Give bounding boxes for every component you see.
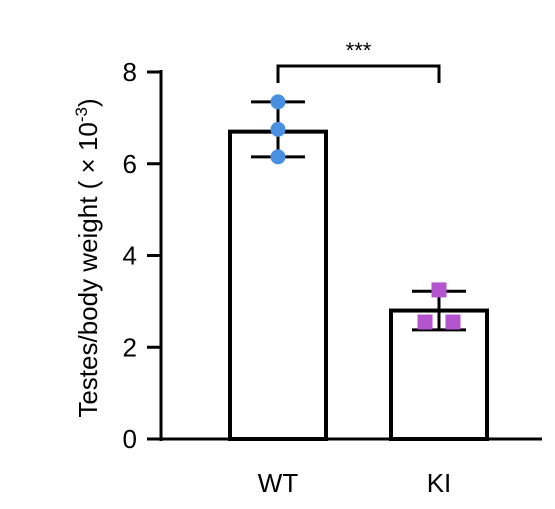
data-point	[431, 282, 447, 298]
x-tick-label: WT	[258, 468, 299, 498]
y-axis-title: Testes/body weight ( × 10-3)	[72, 98, 103, 417]
x-axis: WT KI	[159, 437, 542, 498]
y-tick-label: 2	[123, 332, 137, 362]
data-point	[417, 314, 433, 330]
significance-bracket: ***	[276, 38, 441, 83]
data-point	[445, 314, 461, 330]
significance-line	[276, 64, 441, 83]
data-point	[270, 149, 286, 165]
y-tick-label: 4	[123, 241, 137, 271]
y-tick-label: 6	[123, 149, 137, 179]
y-tick-label: 0	[123, 424, 137, 454]
data-point	[270, 94, 286, 110]
y-tick-label: 8	[123, 57, 137, 87]
bar-wt	[228, 129, 328, 441]
data-point	[270, 121, 286, 137]
bars	[228, 100, 489, 441]
x-tick-label: KI	[427, 468, 452, 498]
significance-label: ***	[346, 38, 372, 63]
data-points	[270, 94, 461, 330]
y-axis: 0 2 4 6 8	[123, 57, 163, 454]
